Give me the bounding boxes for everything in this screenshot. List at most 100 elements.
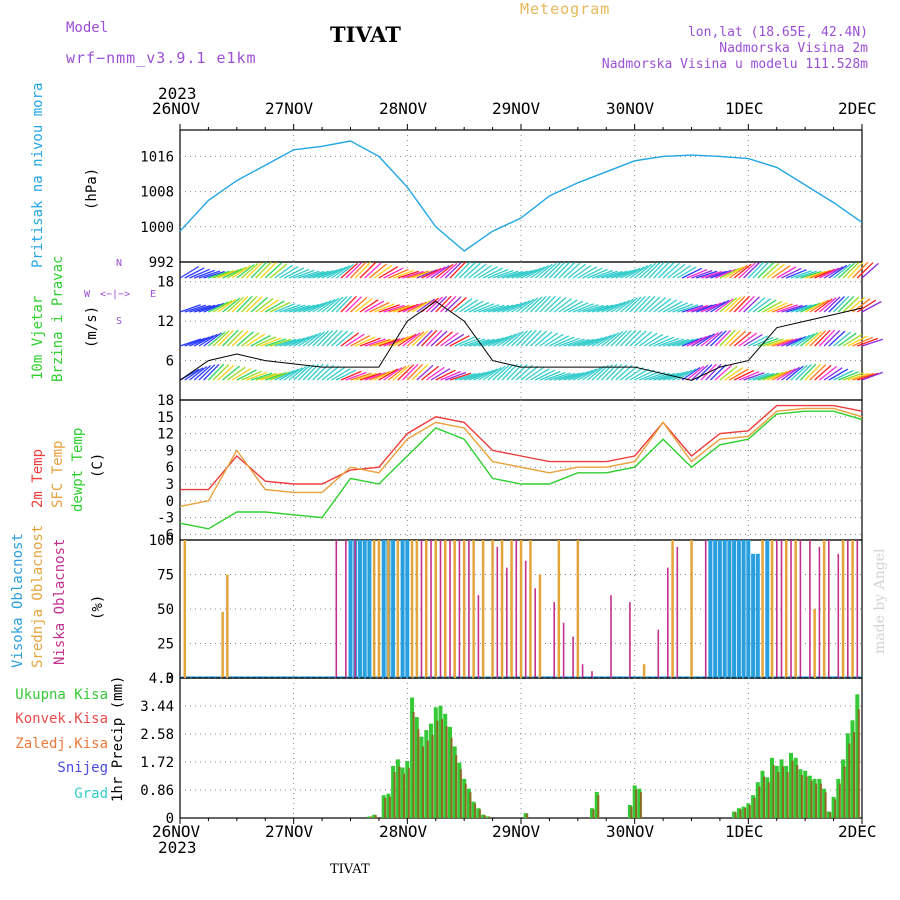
- wind-barb: [345, 371, 367, 381]
- wind-barb: [184, 267, 205, 279]
- wind-barb: [288, 304, 311, 313]
- precip-convective-bar: [782, 766, 784, 818]
- wind-barb: [596, 270, 618, 279]
- wind-barb: [250, 372, 273, 381]
- wind-barb: [828, 295, 845, 313]
- wind-barb: [709, 364, 727, 381]
- wind-barb: [236, 369, 257, 381]
- wind-barb: [179, 304, 201, 313]
- wind-barb: [203, 270, 225, 279]
- wind-barb: [387, 365, 407, 381]
- cloud-bar: [851, 540, 854, 678]
- wind-barb: [397, 333, 417, 347]
- wind-barb: [823, 266, 844, 279]
- wind-barb: [354, 297, 373, 313]
- precip-total-bar: [372, 814, 377, 818]
- wind-barb: [705, 270, 727, 279]
- precip-total-bar: [831, 796, 836, 818]
- bottom-year-label: 2023: [158, 838, 197, 857]
- legend-snow: Snijeg: [57, 760, 108, 776]
- pressure-tick-label: 992: [149, 255, 174, 271]
- wind-barb: [449, 372, 472, 381]
- wind-barb: [766, 263, 785, 279]
- wind-barb: [208, 301, 229, 313]
- wind-barb: [222, 297, 241, 313]
- precip-convective-bar: [843, 766, 846, 818]
- precip-total-bar: [817, 778, 822, 818]
- wind-barb: [743, 296, 760, 313]
- precip-tick-label: 0: [166, 811, 174, 827]
- wind-barb: [700, 302, 722, 313]
- cloud-bar: [444, 540, 447, 678]
- wind-barb: [444, 333, 465, 347]
- wind-barb: [359, 262, 377, 279]
- wind-barb: [691, 304, 713, 313]
- wind-barb: [430, 330, 448, 347]
- precip-convective-bar: [488, 816, 491, 818]
- precip-total-bar: [452, 746, 457, 818]
- bottom-date-label: 30NOV: [606, 822, 655, 841]
- precip-total-bar: [826, 811, 831, 818]
- cloud-bar: [736, 540, 741, 678]
- precip-total-bar: [481, 814, 486, 818]
- cloud-bar: [472, 540, 475, 678]
- precip-convective-bar: [739, 809, 742, 818]
- wind-barb: [847, 372, 869, 381]
- wind-barb: [643, 371, 666, 381]
- wind-barb: [696, 303, 718, 313]
- wind-barb: [416, 298, 436, 313]
- wind-barb: [548, 261, 566, 279]
- wind-barb: [752, 372, 775, 381]
- wind-barb: [411, 330, 429, 347]
- wind-barb: [321, 365, 340, 381]
- wind-tick-label: 12: [157, 314, 174, 330]
- wind-barb: [809, 299, 829, 313]
- wind-barb: [203, 363, 220, 381]
- wind-barb: [316, 329, 334, 347]
- wind-barb: [577, 368, 598, 381]
- wind-barb: [705, 331, 723, 347]
- wind-barb: [638, 295, 656, 313]
- wind-barb: [553, 336, 575, 347]
- wind-barb: [847, 261, 864, 279]
- wind-barb: [207, 331, 226, 347]
- wind-barb: [582, 337, 604, 347]
- wind-barb: [857, 337, 879, 347]
- precip-convective-bar: [758, 786, 761, 818]
- legend-freezing: Zaledj.Kisa: [15, 736, 108, 752]
- wind-barb: [676, 266, 697, 279]
- precip-tick-label: 4.3: [149, 671, 174, 687]
- cloud-bar: [387, 540, 390, 678]
- wind-barb: [568, 370, 589, 381]
- wind-barb: [184, 367, 204, 381]
- wind-barb: [568, 302, 589, 313]
- precip-convective-bar: [455, 755, 458, 818]
- wind-barb: [582, 366, 602, 381]
- wind-barb: [809, 269, 831, 279]
- compass-n: N: [116, 258, 123, 269]
- cloud-bar: [425, 540, 428, 678]
- wind-barb: [383, 267, 404, 279]
- wind-barb: [340, 295, 357, 313]
- wind-barb: [430, 296, 448, 313]
- cloud-bar: [362, 540, 367, 678]
- wind-barb: [710, 269, 732, 279]
- cloud-bar: [671, 540, 674, 678]
- wind-barb: [203, 332, 222, 347]
- wind-barb: [582, 267, 603, 279]
- wind-barb: [615, 298, 634, 313]
- wind-barb: [269, 301, 291, 313]
- wind-barb: [293, 335, 314, 347]
- wind-barb: [672, 303, 694, 313]
- wind-barb: [823, 330, 841, 347]
- wind-barb: [298, 270, 320, 279]
- precip-convective-bar: [857, 709, 860, 818]
- wind-barb: [255, 336, 277, 347]
- wind-barb: [189, 304, 211, 313]
- cloud-bar: [557, 540, 561, 678]
- cloud-bar: [358, 540, 362, 678]
- bottom-date-label: 27NOV: [265, 822, 314, 841]
- precip-convective-bar: [592, 809, 595, 818]
- compass-w: W: [84, 289, 91, 300]
- precip-convective-bar: [630, 806, 633, 818]
